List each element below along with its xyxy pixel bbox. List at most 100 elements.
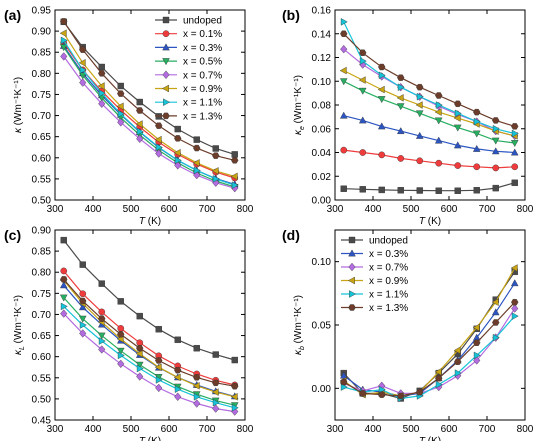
series-line <box>343 70 515 137</box>
legend-label: x = 0.3% <box>183 43 222 54</box>
data-point <box>339 66 347 75</box>
data-point <box>435 159 443 167</box>
data-point <box>60 309 68 318</box>
data-point <box>377 85 385 94</box>
data-point <box>193 392 201 401</box>
data-point <box>136 364 144 373</box>
x-tick-label: 800 <box>237 204 254 215</box>
series-line <box>343 315 516 400</box>
data-point <box>59 44 68 52</box>
data-point <box>98 99 106 108</box>
series-line <box>343 33 515 127</box>
data-point <box>117 298 124 305</box>
series-5 <box>60 309 239 416</box>
data-point <box>511 163 519 171</box>
data-point <box>117 325 125 332</box>
chart-panel-2: 300 400 500 600 700 800 0.00 0.02 0.04 0.06 0.08 0.… <box>282 6 534 228</box>
data-point <box>416 92 424 101</box>
data-point <box>378 71 386 80</box>
data-point <box>155 326 162 333</box>
series-line <box>343 21 515 135</box>
data-point <box>174 392 182 401</box>
data-point <box>174 135 182 142</box>
x-axis-label-unit: (K) <box>425 216 441 227</box>
data-point <box>231 151 238 158</box>
y-tick-label: 0.05 <box>312 321 332 332</box>
y-axis-label-unit: (Wm⁻¹K⁻¹) <box>293 295 304 346</box>
data-point <box>117 331 125 338</box>
data-point <box>193 144 201 152</box>
y-tick-label: 0.14 <box>312 29 332 40</box>
x-axis-label-unit: (K) <box>425 436 441 441</box>
data-point <box>79 321 87 329</box>
x-tick-label: 800 <box>517 424 534 435</box>
y-tick-label: 0.00 <box>312 384 332 395</box>
data-point <box>473 187 480 194</box>
data-point <box>473 339 481 346</box>
legend-label: undoped <box>369 236 408 247</box>
y-tick-label: 0.75 <box>32 90 52 101</box>
data-point <box>396 94 404 102</box>
data-point <box>416 84 424 91</box>
y-axis-label-symbol: κ <box>13 349 24 355</box>
x-axis-label-unit: (K) <box>145 216 161 227</box>
legend-marker <box>348 304 356 311</box>
data-point <box>340 146 348 154</box>
data-point <box>454 358 462 365</box>
chart-panel-3: 300 400 500 600 700 800 0.45 0.50 0.55 0.60 0.65 0.… <box>4 226 254 441</box>
data-point <box>136 107 144 114</box>
series-line <box>63 56 235 189</box>
plot-frame <box>334 9 526 201</box>
series-4 <box>339 264 518 400</box>
data-point <box>340 30 348 37</box>
data-point <box>492 124 500 133</box>
y-tick-label: 0.16 <box>312 6 332 17</box>
series-line <box>63 279 235 398</box>
legend-label: x = 1.3% <box>183 111 222 122</box>
series-2 <box>339 279 519 399</box>
data-point <box>155 357 163 364</box>
data-point <box>473 163 481 171</box>
y-tick-label: 0.45 <box>32 416 52 427</box>
data-point <box>435 187 442 194</box>
y-axis-label-subscript: L <box>19 346 26 350</box>
data-point <box>492 164 500 172</box>
legend-marker <box>349 290 357 298</box>
series-line <box>63 46 235 188</box>
data-point <box>135 361 144 369</box>
series-1 <box>340 179 518 194</box>
data-point <box>454 187 461 194</box>
x-tick-label: 700 <box>199 424 216 435</box>
data-point <box>397 74 405 81</box>
legend: undoped x = 0.1% x = 0.3% x = 0.5% x = 0.7% x… <box>155 16 222 122</box>
x-tick-label: 600 <box>161 204 178 215</box>
data-point <box>59 294 68 302</box>
plot-frame <box>54 9 246 201</box>
y-tick-label: 0.10 <box>312 77 332 88</box>
x-tick-label: 700 <box>479 204 496 215</box>
data-point <box>359 49 367 56</box>
series-3 <box>339 111 519 156</box>
y-axis-label-unit: (Wm⁻¹K⁻¹) <box>293 75 304 126</box>
data-point <box>78 303 87 311</box>
y-tick-label: 0.85 <box>32 48 52 59</box>
data-point <box>473 351 481 360</box>
legend-label: x = 0.7% <box>369 263 408 274</box>
series-1 <box>60 18 238 158</box>
data-point <box>174 161 182 170</box>
y-tick-label: 0.10 <box>312 257 332 268</box>
data-point <box>212 175 220 183</box>
data-point <box>454 369 462 377</box>
data-point <box>359 149 367 156</box>
data-point <box>231 181 239 190</box>
data-point <box>491 298 499 306</box>
series-line <box>343 115 515 154</box>
data-point <box>211 167 219 175</box>
data-point <box>397 155 405 162</box>
legend-label: x = 0.9% <box>183 84 222 95</box>
data-point <box>136 134 144 143</box>
y-axis-label: κb (Wm⁻¹K⁻¹) <box>293 295 306 355</box>
y-tick-label: 0.50 <box>32 196 52 207</box>
data-point <box>492 333 500 342</box>
data-point <box>377 122 386 130</box>
